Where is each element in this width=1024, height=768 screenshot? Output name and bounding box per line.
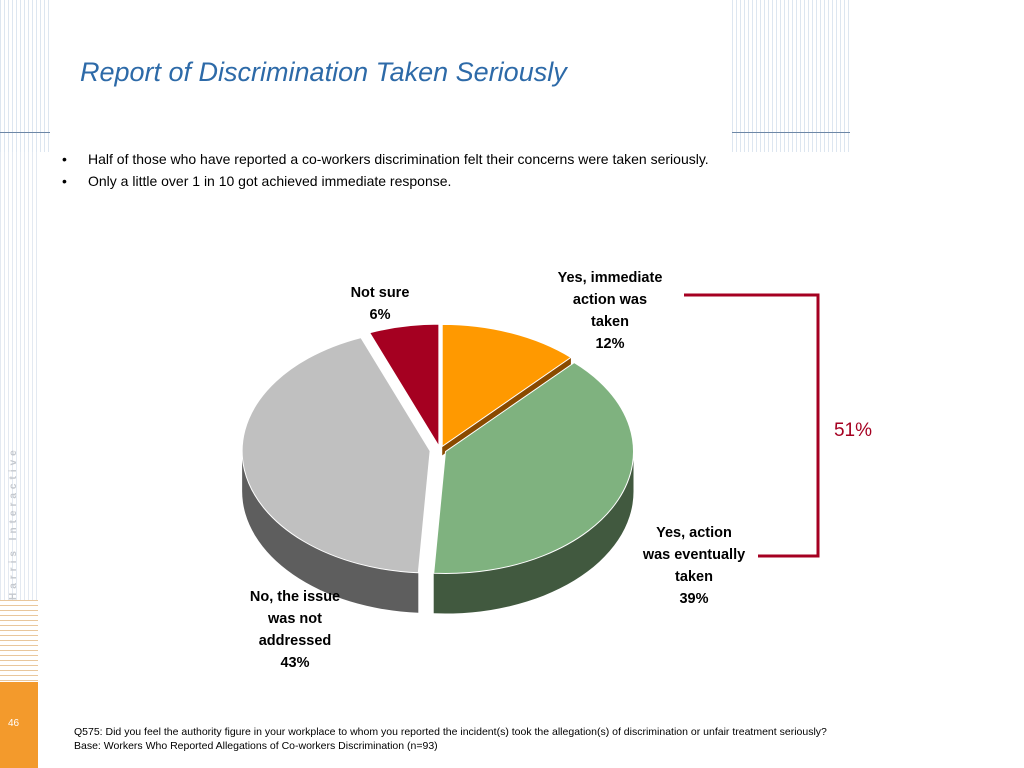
left-grid-pattern [0,600,38,682]
footer-question: Q575: Did you feel the authority figure … [74,726,827,738]
slice-label: No, the issue was not addressed 43% [250,589,340,671]
pie-slice-side [433,451,634,614]
pie-slice [241,337,431,574]
page-number-box [0,682,38,768]
label-layer: Yes, immediate action was taken 12% Yes, act… [250,270,745,671]
pie-slice-side [242,451,419,613]
title-background [52,0,732,152]
pie-slice-edge [442,357,571,456]
footer-note: Q575: Did you feel the authority figure … [74,725,827,753]
slide-title: Report of Discrimination Taken Seriously [80,57,567,87]
bracket-line [684,293,820,558]
slice-label: Yes, action was eventually taken 39% [642,525,745,607]
pie-slice [433,362,634,575]
header-gap [850,0,1024,152]
page-number: 46 [8,718,20,729]
pie-layer [241,323,634,614]
bullet-item: Half of those who have reported a co-wor… [62,148,882,170]
pie-slice [368,323,440,448]
pie-slice [441,323,572,448]
bracket-label: 51% [834,420,872,441]
footer-base: Base: Workers Who Reported Allegations o… [74,740,438,752]
header-rule-left [0,132,50,133]
slice-label: Yes, immediate action was taken 12% [558,270,663,352]
slice-label: Not sure 6% [351,285,410,323]
bullet-list: Half of those who have reported a co-wor… [62,148,882,192]
header-rule-right [732,132,850,133]
left-stripe-column [0,152,38,682]
bullet-item: Only a little over 1 in 10 got achieved … [62,170,882,192]
